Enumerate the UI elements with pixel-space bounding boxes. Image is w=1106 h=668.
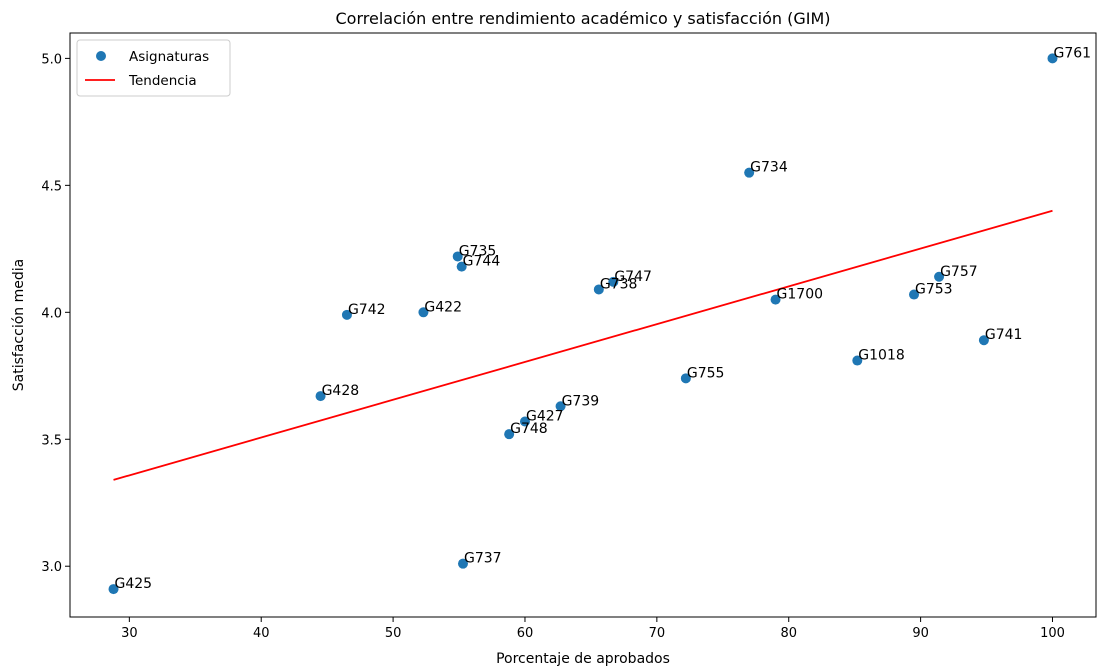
scatter-point [452, 251, 463, 262]
point-label: G734 [750, 160, 788, 176]
point-label: G428 [322, 383, 360, 399]
scatter-point [108, 584, 119, 595]
y-tick-label: 4.5 [41, 179, 62, 194]
x-axis-ticks: 30 40 50 60 70 80 90 100 [121, 617, 1065, 641]
point-label: G735 [459, 243, 497, 259]
point-label: G748 [510, 421, 548, 437]
scatter-point [456, 261, 467, 272]
axes-frame [69, 32, 1097, 618]
scatter-point [341, 309, 352, 320]
point-label: G742 [348, 302, 386, 318]
y-tick-label: 3.5 [41, 433, 62, 448]
y-axis-ticks: 3.0 3.5 4.0 4.5 5.0 [41, 52, 70, 575]
point-label: G737 [464, 551, 502, 567]
scatter-point [909, 289, 920, 300]
legend-marker-asignaturas [96, 51, 106, 61]
point-label: G1018 [858, 348, 904, 364]
point-label: G427 [526, 408, 564, 424]
scatter-point [1047, 53, 1058, 64]
y-tick-label: 3.0 [41, 560, 62, 575]
y-axis-label: Satisfacción media [11, 259, 27, 391]
point-label: G757 [940, 264, 978, 280]
x-tick-label: 70 [649, 626, 666, 641]
scatter-point [315, 391, 326, 402]
scatter-point [504, 429, 515, 440]
scatter-point [519, 416, 530, 427]
x-tick-label: 30 [121, 626, 138, 641]
x-tick-label: 40 [253, 626, 270, 641]
legend-label-asignaturas: Asignaturas [129, 49, 209, 65]
y-tick-label: 4.0 [41, 306, 62, 321]
x-tick-label: 60 [517, 626, 534, 641]
y-tick-label: 5.0 [41, 52, 62, 67]
point-label: G1700 [777, 287, 823, 303]
point-label: G741 [985, 327, 1023, 343]
scatter-point [418, 307, 429, 318]
point-label: G425 [115, 576, 153, 592]
trend-line [113, 209, 1053, 481]
legend: Asignaturas Tendencia [76, 39, 231, 97]
point-label: G738 [600, 276, 638, 292]
x-tick-label: 100 [1040, 626, 1065, 641]
x-tick-label: 50 [385, 626, 402, 641]
scatter-point [680, 373, 691, 384]
scatter-point [934, 271, 945, 282]
scatter-point [978, 335, 989, 346]
scatter-point [457, 558, 468, 569]
scatter-point [593, 284, 604, 295]
point-label: G744 [463, 254, 501, 270]
chart-title: Correlación entre rendimiento académico … [336, 9, 831, 28]
scatter-point [852, 355, 863, 366]
point-label: G753 [915, 282, 953, 298]
point-label: G747 [614, 269, 652, 285]
point-label: G739 [562, 393, 600, 409]
x-axis-label: Porcentaje de aprobados [496, 651, 670, 667]
scatter-point [608, 276, 619, 287]
legend-box [76, 39, 231, 97]
scatter-point [555, 401, 566, 412]
point-label: G755 [687, 365, 725, 381]
point-label: G761 [1053, 45, 1091, 61]
x-tick-label: 80 [780, 626, 797, 641]
legend-label-tendencia: Tendencia [128, 73, 197, 89]
scatter-point [744, 167, 755, 178]
point-label: G422 [424, 299, 462, 315]
scatter-point [770, 294, 781, 305]
x-tick-label: 90 [912, 626, 929, 641]
